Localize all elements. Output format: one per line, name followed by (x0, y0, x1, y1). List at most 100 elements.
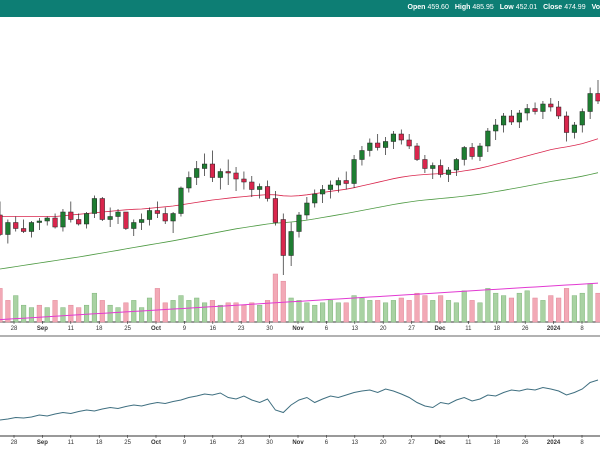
indicator-line (0, 379, 599, 421)
candle-body (5, 222, 11, 235)
volume-bar (304, 302, 310, 323)
volume-bar (296, 300, 302, 323)
volume-bar (194, 297, 200, 323)
volume-ma-line (0, 282, 599, 321)
candle-body (304, 202, 310, 216)
candle-body (359, 150, 365, 160)
candle (390, 131, 396, 149)
candle (359, 146, 365, 166)
low-value: 452.01 (515, 4, 538, 11)
volume-bar (280, 280, 286, 323)
candle-body (430, 165, 436, 169)
candle (579, 108, 585, 133)
volume-bar (52, 300, 58, 323)
volume-bar (595, 292, 600, 323)
volume-bar (556, 297, 562, 323)
volume-bar (469, 300, 475, 323)
volume-bar (398, 297, 404, 323)
candle-body (461, 147, 467, 160)
price-axis-label: 6 (325, 326, 329, 332)
candle (84, 212, 90, 229)
volume-bar (351, 295, 357, 323)
candle (60, 209, 66, 232)
candle (44, 216, 50, 226)
price-axis-label: 8 (580, 326, 584, 332)
indicator-axis-label: Sep (37, 440, 48, 446)
volume-bar (532, 297, 538, 323)
volume-bar (5, 300, 11, 323)
candle-body (343, 180, 349, 184)
candle (68, 201, 74, 223)
volume-bar (548, 295, 554, 323)
indicator-axis-label: 18 (96, 440, 103, 446)
price-axis-label: 27 (408, 326, 415, 332)
candle-body (162, 213, 168, 222)
candle (304, 197, 310, 220)
candle (36, 218, 42, 230)
volume-bar (445, 300, 452, 323)
candle (556, 101, 562, 119)
candle-body (445, 169, 452, 175)
candle-body (280, 219, 286, 256)
volume-bar (217, 304, 223, 323)
price-axis-label: 30 (266, 326, 273, 332)
candle (508, 110, 514, 125)
candle-body (390, 133, 396, 142)
candle (131, 219, 137, 236)
candle (367, 138, 373, 157)
candle (406, 134, 412, 149)
candle (217, 168, 223, 190)
indicator-axis-label: 6 (325, 440, 329, 446)
candle (264, 180, 271, 202)
candle (225, 159, 231, 185)
close-value: 474.99 (564, 4, 586, 11)
price-axis-label: 28 (11, 326, 18, 332)
candle-body (398, 133, 404, 141)
candle-body (367, 142, 373, 151)
volume-bar (170, 300, 176, 323)
candle-body (233, 172, 239, 180)
indicator-axis-label: 11 (465, 440, 472, 446)
indicator-axis-label: 20 (380, 440, 387, 446)
price-axis-label: 25 (124, 326, 131, 332)
candle (0, 201, 3, 236)
volume-bar (335, 302, 341, 323)
candle-body (383, 141, 389, 148)
header-bar: Open 459.60 High 485.95 Low 452.01 Close 474… (0, 0, 600, 17)
price-axis-label: 20 (380, 326, 387, 332)
volume-bar (343, 302, 349, 323)
volume-bar (257, 304, 263, 323)
price-axis-label: 23 (238, 326, 245, 332)
candle-body (60, 211, 66, 228)
candle (540, 101, 546, 119)
volume-bar (84, 304, 90, 323)
indicator-axis-label: 25 (124, 440, 131, 446)
candle-body (422, 159, 428, 169)
volume-bar (0, 288, 3, 323)
candle (115, 209, 121, 224)
volume-bar (579, 292, 585, 323)
volume-bar (21, 304, 27, 323)
candle-body (477, 145, 483, 157)
volume-bar (375, 300, 381, 323)
candle (178, 186, 184, 217)
candle-body (225, 171, 231, 174)
ohlc-readout: Open 459.60 High 485.95 Low 452.01 Close 474… (404, 4, 600, 11)
candle-body (453, 159, 459, 171)
candle (5, 219, 11, 244)
candle (477, 143, 483, 161)
candle-body (0, 214, 3, 235)
candle (272, 191, 278, 226)
candle-body (485, 130, 491, 147)
candle-body (115, 211, 121, 217)
price-axis-label: Dec (434, 326, 446, 332)
candle (422, 155, 428, 173)
candle-body (595, 93, 600, 102)
volume-bar (115, 307, 121, 323)
candle-body (563, 115, 570, 133)
volume-bars (0, 273, 600, 323)
volume-bar (225, 302, 231, 323)
close-label: Close (543, 4, 563, 11)
candle-body (272, 198, 278, 223)
indicator-axis-label: 16 (209, 440, 216, 446)
